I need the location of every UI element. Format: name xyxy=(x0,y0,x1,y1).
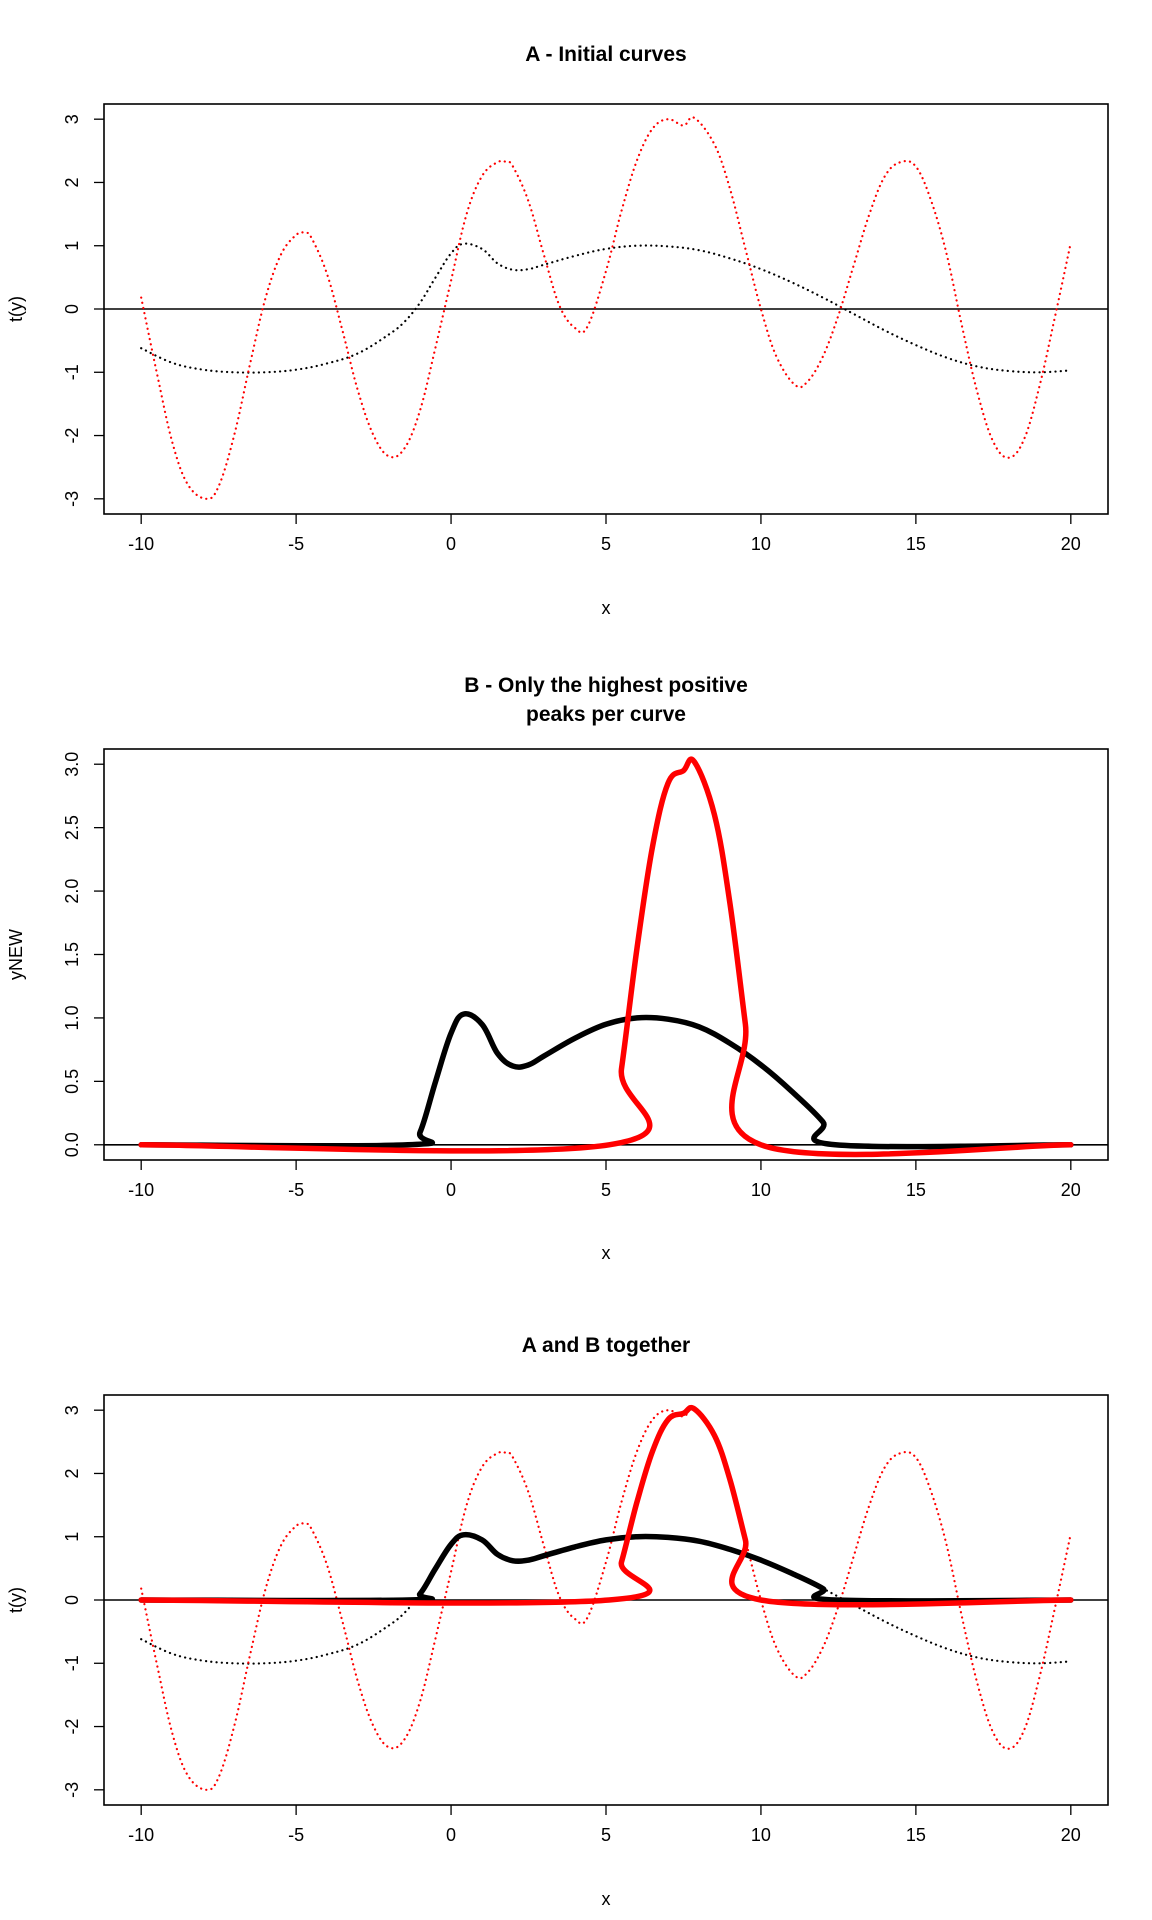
y-tick-label: 3.0 xyxy=(62,752,82,777)
y-tick-label: 1 xyxy=(62,241,82,251)
y-axis-label: t(y) xyxy=(6,1587,26,1613)
y-tick-label: -1 xyxy=(62,1655,82,1671)
series-line-peak1 xyxy=(138,1531,1074,1604)
y-tick-label: 2.5 xyxy=(62,815,82,840)
x-tick-label: 20 xyxy=(1061,1825,1081,1845)
y-axis-label: yNEW xyxy=(6,929,26,980)
series-group xyxy=(138,1404,1074,1791)
y-tick-label: 3 xyxy=(62,114,82,124)
y-tick-label: 1.0 xyxy=(62,1005,82,1030)
x-tick-label: 15 xyxy=(906,1825,926,1845)
chart-title: peaks per curve xyxy=(526,703,686,726)
series-line-peak1 xyxy=(138,1011,1074,1150)
chart-title: A and B together xyxy=(522,1334,690,1357)
y-tick-label: 0.0 xyxy=(62,1132,82,1157)
x-tick-label: -10 xyxy=(128,534,154,554)
y-tick-label: 2.0 xyxy=(62,879,82,904)
x-tick-label: 0 xyxy=(446,1825,456,1845)
series-group xyxy=(140,116,1072,500)
y-tick-label: -2 xyxy=(62,428,82,444)
series-line-peak2 xyxy=(138,1404,1074,1608)
x-tick-label: 5 xyxy=(601,534,611,554)
y-tick-label: -3 xyxy=(62,1782,82,1798)
x-tick-label: -5 xyxy=(288,1180,304,1200)
series-line-curve1 xyxy=(140,242,1072,374)
y-tick-label: 0.5 xyxy=(62,1069,82,1094)
x-tick-label: 10 xyxy=(751,1180,771,1200)
y-tick-label: 3 xyxy=(62,1405,82,1415)
x-tick-label: 20 xyxy=(1061,534,1081,554)
y-tick-label: 0 xyxy=(62,304,82,314)
series-line-curve2 xyxy=(140,116,1072,500)
x-tick-label: -5 xyxy=(288,1825,304,1845)
chart-title: A - Initial curves xyxy=(525,43,686,66)
y-tick-label: -2 xyxy=(62,1719,82,1735)
plot-frame xyxy=(103,748,1109,1161)
x-tick-label: -5 xyxy=(288,534,304,554)
series-group xyxy=(138,756,1074,1158)
x-tick-label: 0 xyxy=(446,1180,456,1200)
y-tick-label: 1.5 xyxy=(62,942,82,967)
y-tick-label: -3 xyxy=(62,491,82,507)
x-axis-label: x xyxy=(602,1243,611,1263)
series-line-curve1 xyxy=(140,1533,1072,1665)
y-tick-label: 2 xyxy=(62,1468,82,1478)
y-tick-label: 2 xyxy=(62,177,82,187)
y-tick-label: -1 xyxy=(62,364,82,380)
x-tick-label: -10 xyxy=(128,1825,154,1845)
x-tick-label: 20 xyxy=(1061,1180,1081,1200)
y-tick-label: 1 xyxy=(62,1532,82,1542)
x-tick-label: 10 xyxy=(751,534,771,554)
x-tick-label: 10 xyxy=(751,1825,771,1845)
chart-title: B - Only the highest positive xyxy=(464,674,748,697)
x-tick-label: -10 xyxy=(128,1180,154,1200)
x-tick-label: 15 xyxy=(906,534,926,554)
chart-panel-2: B - Only the highest positive peaks per c… xyxy=(6,674,1109,1263)
x-tick-label: 0 xyxy=(446,534,456,554)
x-axis-label: x xyxy=(602,1889,611,1909)
x-axis-label: x xyxy=(602,598,611,618)
x-tick-label: 5 xyxy=(601,1180,611,1200)
y-axis-label: t(y) xyxy=(6,296,26,322)
x-tick-label: 15 xyxy=(906,1180,926,1200)
x-tick-label: 5 xyxy=(601,1825,611,1845)
y-tick-label: 0 xyxy=(62,1595,82,1605)
series-line-peak2 xyxy=(138,756,1074,1158)
